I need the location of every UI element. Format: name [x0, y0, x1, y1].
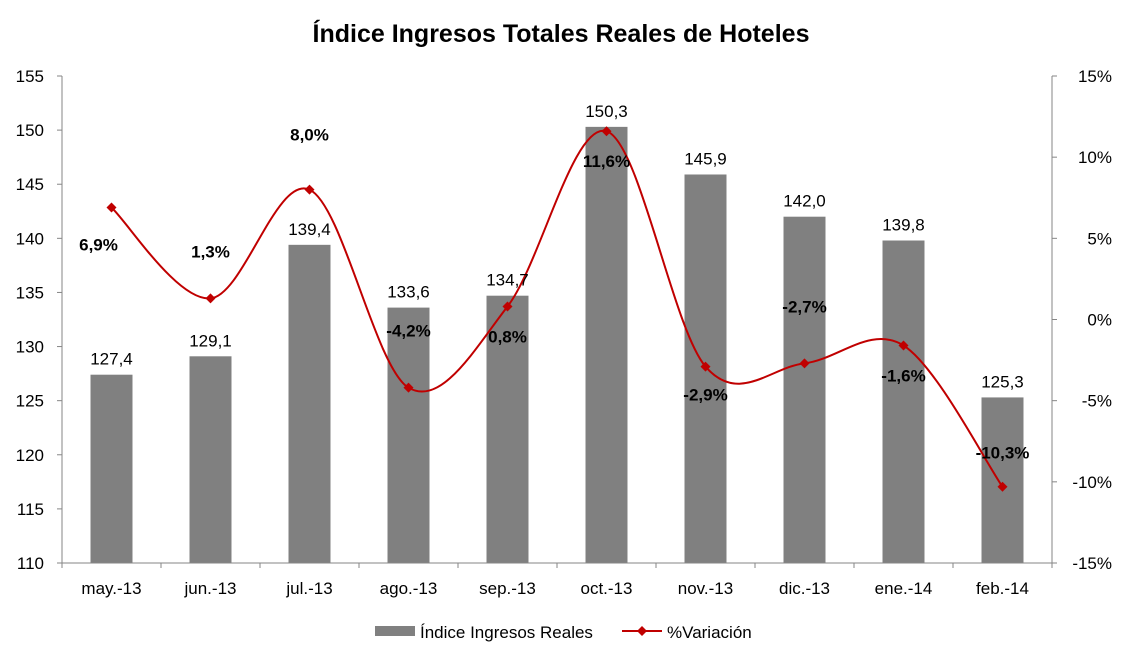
- x-tick-label: jul.-13: [285, 579, 332, 598]
- bar-value-label: 150,3: [585, 102, 628, 121]
- variation-value-label: 0,8%: [488, 328, 527, 347]
- left-tick-label: 145: [16, 175, 44, 194]
- bar-value-label: 127,4: [90, 350, 133, 369]
- x-tick-label: sep.-13: [479, 579, 536, 598]
- chart-title: Índice Ingresos Totales Reales de Hotele…: [313, 19, 810, 48]
- x-tick-label: oct.-13: [581, 579, 633, 598]
- legend-bar-label: Índice Ingresos Reales: [420, 623, 593, 642]
- variation-value-label: -4,2%: [386, 322, 430, 341]
- bar-value-label: 145,9: [684, 149, 727, 168]
- bar-value-label: 139,4: [288, 220, 331, 239]
- right-tick-label: 10%: [1078, 148, 1112, 167]
- left-tick-label: 120: [16, 446, 44, 465]
- variation-value-label: 1,3%: [191, 242, 230, 261]
- right-tick-label: -10%: [1072, 473, 1112, 492]
- variation-marker-diamond: [997, 481, 1008, 492]
- right-tick-label: 5%: [1087, 229, 1112, 248]
- variation-value-label: -1,6%: [881, 366, 925, 385]
- left-tick-label: 125: [16, 392, 44, 411]
- bar-sep.-13: [486, 295, 529, 563]
- bar-dic.-13: [783, 216, 826, 563]
- variation-marker-diamond: [403, 382, 414, 393]
- variation-marker-diamond: [799, 358, 810, 369]
- x-tick-label: ago.-13: [380, 579, 438, 598]
- bar-may.-13: [90, 374, 133, 563]
- variation-marker-diamond: [205, 293, 216, 304]
- variation-marker-diamond: [304, 184, 315, 195]
- variation-marker-diamond: [700, 361, 711, 372]
- variation-value-label: -2,7%: [782, 297, 826, 316]
- bar-feb.-14: [981, 397, 1024, 563]
- bar-value-label: 142,0: [783, 192, 826, 211]
- bar-ago.-13: [387, 307, 430, 563]
- bar-value-label: 125,3: [981, 372, 1024, 391]
- bar-value-label: 139,8: [882, 215, 925, 234]
- x-tick-label: ene.-14: [875, 579, 933, 598]
- left-tick-label: 115: [17, 500, 44, 519]
- left-tick-label: 135: [16, 283, 44, 302]
- bar-value-label: 134,7: [486, 271, 529, 290]
- variation-marker-diamond: [502, 301, 513, 312]
- bar-ene.-14: [882, 240, 925, 563]
- bar-value-label: 129,1: [189, 331, 232, 350]
- left-tick-label: 150: [16, 121, 44, 140]
- left-tick-label: 140: [16, 229, 44, 248]
- legend: Índice Ingresos Reales %Variación: [375, 623, 752, 642]
- legend-line-label: %Variación: [667, 623, 752, 642]
- variation-marker-diamond: [601, 126, 612, 137]
- right-tick-label: -15%: [1072, 554, 1112, 573]
- variation-value-label: 8,0%: [290, 126, 329, 145]
- x-tick-label: feb.-14: [976, 579, 1029, 598]
- x-tick-label: jun.-13: [184, 579, 237, 598]
- x-tick-label: dic.-13: [779, 579, 830, 598]
- bar-jun.-13: [189, 356, 232, 563]
- variation-value-label: -10,3%: [976, 444, 1030, 463]
- left-tick-label: 130: [16, 338, 44, 357]
- x-tick-label: may.-13: [81, 579, 141, 598]
- right-tick-label: 0%: [1087, 311, 1112, 330]
- left-tick-label: 110: [17, 554, 44, 573]
- bar-oct.-13: [585, 126, 628, 563]
- legend-diamond-icon: [637, 626, 647, 636]
- legend-bar-swatch: [375, 626, 415, 636]
- variation-marker-diamond: [106, 202, 117, 213]
- variation-marker-diamond: [898, 340, 909, 351]
- right-tick-label: 15%: [1078, 67, 1112, 86]
- variation-line: [110, 130, 1004, 488]
- bar-jul.-13: [288, 244, 331, 563]
- variation-value-label: 11,6%: [583, 152, 630, 171]
- right-tick-label: -5%: [1082, 392, 1112, 411]
- bar-value-label: 133,6: [387, 283, 430, 302]
- variation-value-label: -2,9%: [683, 386, 727, 405]
- x-tick-label: nov.-13: [678, 579, 733, 598]
- left-tick-label: 155: [16, 67, 44, 86]
- variation-value-label: 6,9%: [79, 235, 118, 254]
